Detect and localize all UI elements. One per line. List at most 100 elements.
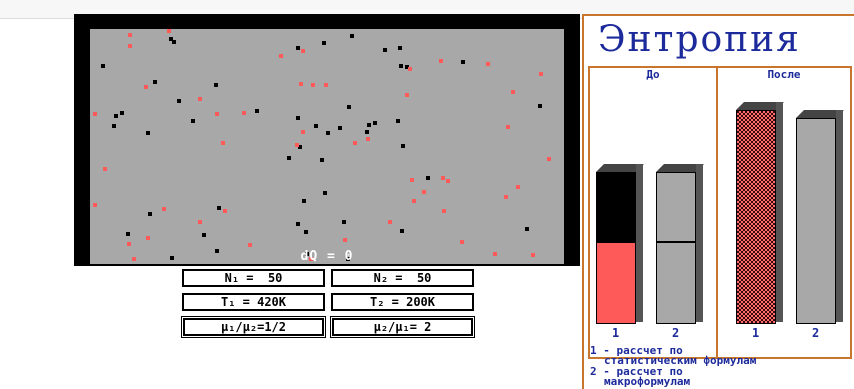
black-particle — [322, 41, 326, 45]
n2-field: N₂ = 50 — [331, 269, 474, 287]
legend-line-2: статистическим формулам — [604, 354, 757, 367]
red-particle — [144, 85, 148, 89]
red-particle — [223, 209, 227, 213]
black-particle — [399, 64, 403, 68]
black-particle — [148, 212, 152, 216]
black-particle — [101, 64, 105, 68]
red-particle — [127, 242, 131, 246]
red-particle — [442, 209, 446, 213]
red-particle — [146, 236, 150, 240]
black-particle — [126, 232, 130, 236]
mass-ratio-1-field: μ₁/μ₂=1/2 — [181, 316, 326, 338]
red-particle — [460, 240, 464, 244]
red-particle — [388, 220, 392, 224]
red-particle — [93, 112, 97, 116]
red-particle — [132, 257, 136, 261]
red-particle — [506, 125, 510, 129]
black-particle — [405, 65, 409, 69]
black-particle — [153, 80, 157, 84]
red-particle — [405, 93, 409, 97]
red-particle — [504, 195, 508, 199]
red-particle — [516, 185, 520, 189]
black-particle — [302, 199, 306, 203]
black-particle — [217, 206, 221, 210]
red-particle — [221, 141, 225, 145]
black-particle — [367, 123, 371, 127]
black-particle — [401, 144, 405, 148]
black-particle — [215, 249, 219, 253]
heat-exchange-label: dQ = 0 — [300, 249, 354, 264]
red-particle — [412, 199, 416, 203]
black-particle — [314, 124, 318, 128]
black-particle — [177, 99, 181, 103]
black-particle — [287, 156, 291, 160]
particle-box — [90, 29, 564, 264]
red-particle — [279, 54, 283, 58]
black-particle — [202, 233, 206, 237]
before-label: До — [646, 68, 660, 81]
red-particle — [547, 157, 551, 161]
red-particle — [248, 243, 252, 247]
red-particle — [324, 83, 328, 87]
red-particle — [511, 90, 515, 94]
black-particle — [396, 119, 400, 123]
bar-side-face — [636, 164, 643, 322]
legend-line-4: макроформулам — [604, 375, 691, 388]
entropy-title: Энтропия — [598, 19, 801, 60]
red-particle — [215, 112, 219, 116]
bar-side-face — [776, 102, 783, 322]
black-particle — [346, 257, 350, 261]
black-particle — [146, 131, 150, 135]
after-bar-1-number: 1 — [752, 326, 760, 340]
black-particle — [320, 158, 324, 162]
black-particle — [326, 131, 330, 135]
red-particle — [198, 97, 202, 101]
red-particle — [295, 143, 299, 147]
red-particle — [422, 190, 426, 194]
red-particle — [408, 67, 412, 71]
black-particle — [296, 222, 300, 226]
after-bar-2-fill — [796, 118, 836, 324]
after-panel — [716, 66, 852, 359]
black-particle — [214, 83, 218, 87]
black-particle — [342, 220, 346, 224]
black-particle — [400, 229, 404, 233]
black-particle — [112, 124, 116, 128]
entropy-panel: Энтропия До После 1 2 1 2 1 - рассчет по… — [582, 14, 854, 389]
black-particle — [525, 227, 529, 231]
before-bar-1-lower — [596, 242, 636, 324]
after-bar-2-number: 2 — [812, 326, 820, 340]
after-bar-1-fill — [736, 110, 776, 324]
black-particle — [296, 116, 300, 120]
black-particle — [426, 176, 430, 180]
black-particle — [114, 114, 118, 118]
before-bar-1-number: 1 — [612, 326, 620, 340]
red-particle — [531, 253, 535, 257]
black-particle — [298, 145, 302, 149]
mass-ratio-2-field: μ₂/μ₁= 2 — [330, 316, 475, 338]
black-particle — [255, 109, 259, 113]
black-particle — [191, 119, 195, 123]
black-particle — [170, 256, 174, 260]
black-particle — [461, 60, 465, 64]
black-particle — [120, 111, 124, 115]
red-particle — [343, 238, 347, 242]
before-bar-1-upper — [596, 172, 636, 242]
legend-line-1: 1 - рассчет по — [590, 344, 683, 357]
black-particle — [169, 37, 173, 41]
black-particle — [347, 105, 351, 109]
bar-side-face — [836, 110, 843, 322]
black-particle — [350, 34, 354, 38]
black-particle — [373, 121, 377, 125]
black-particle — [305, 252, 309, 256]
red-particle — [301, 49, 305, 53]
red-particle — [128, 33, 132, 37]
red-particle — [198, 220, 202, 224]
red-particle — [167, 29, 171, 33]
red-particle — [446, 179, 450, 183]
bar-side-face — [696, 164, 703, 322]
red-particle — [301, 130, 305, 134]
black-particle — [365, 130, 369, 134]
t1-field: T₁ = 420K — [182, 293, 325, 311]
black-particle — [172, 40, 176, 44]
